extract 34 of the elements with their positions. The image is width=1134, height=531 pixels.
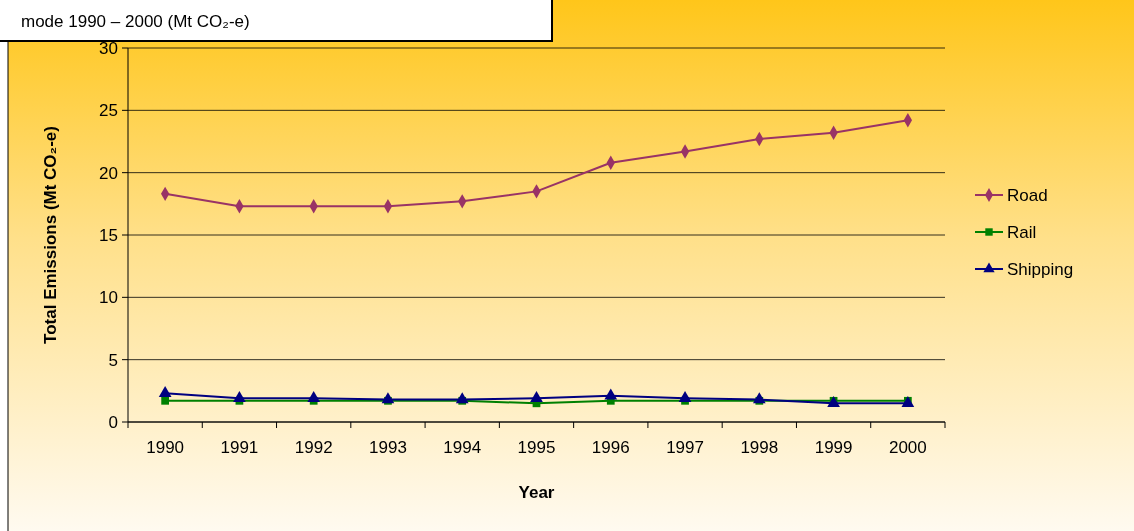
- x-tick-label: 1990: [146, 438, 185, 457]
- y-tick-label: 20: [99, 163, 118, 183]
- x-tick-label: 1994: [443, 438, 482, 457]
- legend-label: Rail: [1007, 222, 1037, 242]
- point: [752, 392, 766, 404]
- x-tick-label: 1991: [220, 438, 259, 457]
- point: [530, 390, 543, 402]
- y-tick-label: 30: [99, 38, 118, 58]
- point: [161, 396, 170, 405]
- point: [604, 388, 618, 400]
- y-tick-label: 5: [108, 350, 118, 370]
- y-tick-label: 10: [99, 288, 118, 308]
- x-tick-label: 1998: [740, 438, 779, 457]
- point: [455, 392, 469, 404]
- x-tick-label: 1992: [294, 438, 333, 457]
- legend-label: Shipping: [1007, 259, 1074, 279]
- y-tick-label: 25: [99, 101, 118, 121]
- point: [158, 385, 172, 397]
- x-tick-label: 1997: [666, 438, 704, 457]
- x-tick-label: 1993: [369, 438, 407, 457]
- point: [233, 390, 246, 402]
- y-tick-label: 0: [108, 412, 118, 432]
- y-tick-label: 15: [99, 225, 118, 245]
- x-tick-label: 2000: [888, 438, 927, 457]
- x-tick-label: 1995: [517, 438, 556, 457]
- point: [381, 392, 395, 404]
- x-tick-label: 1996: [591, 438, 630, 457]
- y-axis-title: Total Emissions (Mt CO₂-e): [41, 126, 60, 344]
- chart-title: mode 1990 – 2000 (Mt CO₂-e): [21, 12, 250, 31]
- x-axis-title: Year: [518, 483, 555, 502]
- point: [678, 390, 692, 402]
- legend-label: Road: [1007, 185, 1048, 205]
- x-tick-label: 1999: [814, 438, 853, 457]
- point: [307, 390, 321, 402]
